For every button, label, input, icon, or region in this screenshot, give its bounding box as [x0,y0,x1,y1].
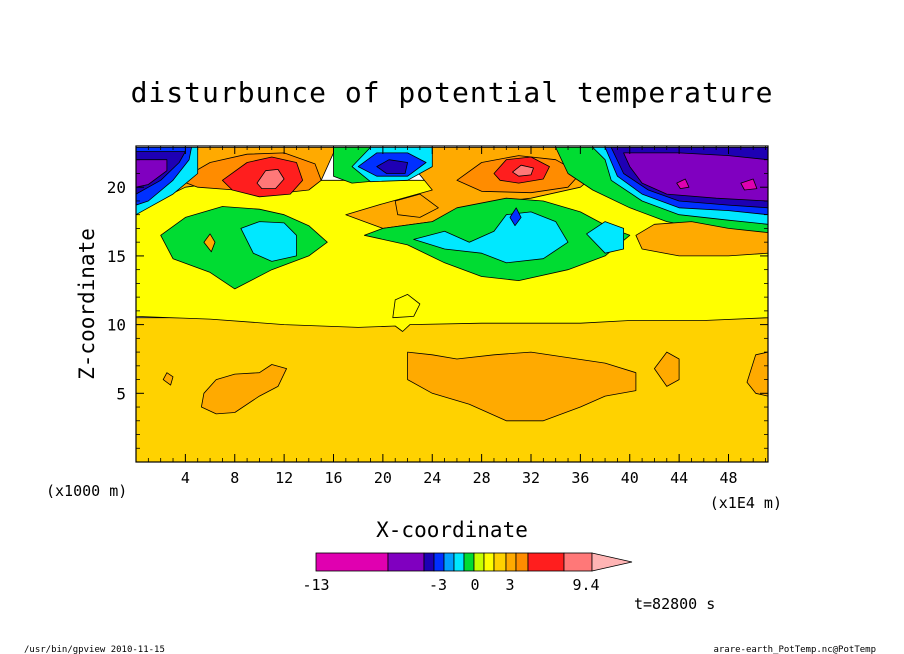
x-tick-label: 24 [423,469,441,487]
time-label: t=82800 s [634,595,715,613]
colorbar-segment [515,552,529,572]
contour-region-30 [509,207,522,227]
contour-region-29 [740,178,758,191]
x-tick-label: 20 [374,469,392,487]
x-tick-label: 8 [230,469,239,487]
x-axis-ticks: 4 8 12 16 20 24 28 32 36 40 44 48 [147,146,766,487]
contour-region-35 [162,372,174,386]
colorbar-segment [493,552,507,572]
x-tick-label: 36 [571,469,589,487]
colorbar-segment [473,552,485,572]
colorbar-segment [315,552,389,572]
footer-file: arare-earth_PotTemp.nc@PotTemp [713,645,876,654]
contour-region-19 [376,159,409,174]
contour-region-28 [676,178,690,190]
z-unit-label: (x1000 m) [46,482,127,500]
x-tick-label: 48 [719,469,737,487]
x-tick-label: 4 [181,469,190,487]
colorbar-segment [423,552,435,572]
colorbar-segment [433,552,445,572]
contour-region-14 [240,221,297,262]
contour-region-15 [413,211,569,264]
contour-region-33 [654,351,680,387]
colorbar-arrow [591,552,633,572]
colorbar-segment [483,552,495,572]
colorbar-label: 9.4 [572,576,599,594]
colorbar-label: -3 [429,576,447,594]
chart-title: disturbunce of potential temperature [131,76,774,109]
x-axis-label: X-coordinate [376,518,528,542]
colorbar-labels: -13 -3 0 3 9.4 [302,576,599,594]
contour-region-16 [586,221,624,254]
x-tick-label: 40 [621,469,639,487]
colorbar-segment [443,552,455,572]
contour-region-39 [394,193,439,218]
y-tick-label: 20 [107,178,126,197]
colorbar-segment [387,552,425,572]
x-tick-label: 16 [324,469,342,487]
contour-region-37 [203,233,216,253]
y-tick-label: 10 [107,316,126,335]
x-tick-label: 44 [670,469,688,487]
x-tick-label: 12 [275,469,293,487]
colorbar-segment [563,552,593,572]
colorbar-label: 3 [505,576,514,594]
colorbar-label: 0 [470,576,479,594]
contour-regions [136,146,768,462]
colorbar-segment [463,552,475,572]
contour-region-8 [256,168,285,190]
colorbar-segment [453,552,465,572]
contour-region-31 [407,351,637,422]
y-axis-ticks: 5 10 15 20 [107,159,768,449]
contour-region-34 [746,351,768,397]
y-tick-label: 15 [107,247,126,266]
plot-frame [135,145,769,463]
contour-region-36 [635,221,768,257]
colorbar-label: -13 [302,576,329,594]
contour-region-38 [392,293,421,319]
footer-program: /usr/bin/gpview 2010-11-15 [24,645,165,654]
contour-region-27 [623,152,768,202]
x-unit-label: (x1E4 m) [710,494,782,512]
x-tick-label: 32 [522,469,540,487]
colorbar-segment [527,552,565,572]
contour-region-9 [512,164,534,177]
x-tick-label: 28 [473,469,491,487]
y-tick-label: 5 [116,384,126,403]
y-axis-label: Z-coordinate [75,228,99,380]
contour-region-32 [200,364,288,415]
colorbar [315,552,633,572]
contour-region-23 [136,159,168,188]
colorbar-segment [505,552,517,572]
